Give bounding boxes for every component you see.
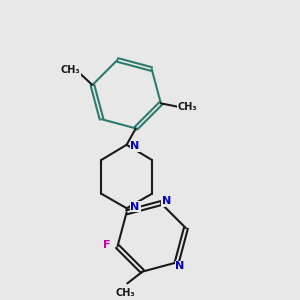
Text: N: N	[130, 202, 140, 212]
Text: CH₃: CH₃	[116, 288, 136, 298]
Text: N: N	[130, 142, 140, 152]
Text: N: N	[176, 262, 185, 272]
Text: N: N	[162, 196, 172, 206]
Text: CH₃: CH₃	[60, 65, 80, 75]
Text: CH₃: CH₃	[177, 102, 197, 112]
Text: F: F	[103, 240, 110, 250]
